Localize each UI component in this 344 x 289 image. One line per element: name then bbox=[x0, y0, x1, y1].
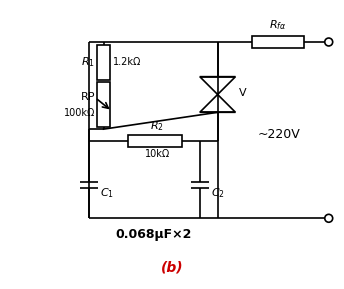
Text: $R_1$: $R_1$ bbox=[81, 55, 95, 69]
Text: ~220V: ~220V bbox=[258, 128, 301, 141]
Text: RP: RP bbox=[80, 92, 95, 103]
Text: 0.068μF×2: 0.068μF×2 bbox=[115, 228, 191, 241]
Text: 1.2kΩ: 1.2kΩ bbox=[113, 57, 141, 67]
FancyBboxPatch shape bbox=[128, 135, 182, 147]
Text: $R_2$: $R_2$ bbox=[150, 119, 164, 133]
FancyBboxPatch shape bbox=[252, 36, 304, 49]
Text: $C_2$: $C_2$ bbox=[211, 187, 225, 200]
Text: (b): (b) bbox=[161, 261, 183, 275]
FancyBboxPatch shape bbox=[97, 45, 110, 80]
FancyBboxPatch shape bbox=[97, 81, 110, 127]
Text: $R_{f\alpha}$: $R_{f\alpha}$ bbox=[269, 18, 287, 32]
Text: V: V bbox=[238, 88, 246, 97]
Text: 10kΩ: 10kΩ bbox=[144, 149, 170, 160]
Text: $C_1$: $C_1$ bbox=[100, 187, 114, 200]
Text: 100kΩ: 100kΩ bbox=[64, 108, 95, 118]
